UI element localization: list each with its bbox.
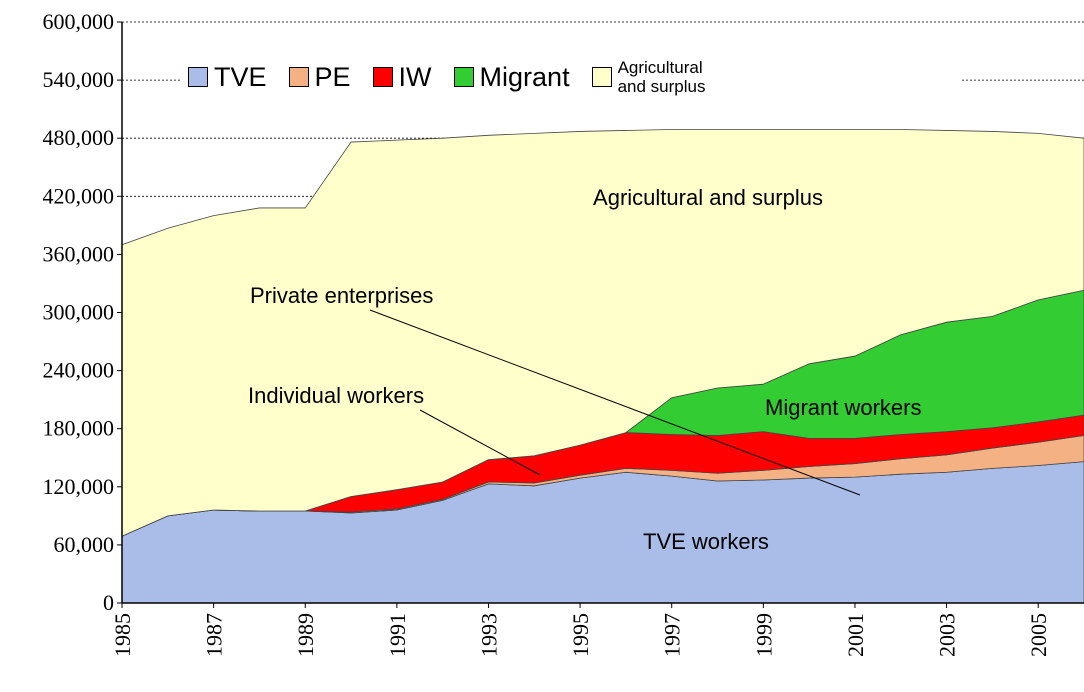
legend-swatch [591, 67, 612, 87]
legend-swatch [372, 67, 393, 87]
areas [121, 129, 1084, 604]
legend-swatch [188, 67, 208, 87]
legend-label: TVE [214, 61, 267, 92]
y-tick-label: 480,000 [43, 125, 115, 150]
x-tick-label: 2005 [1026, 613, 1051, 657]
annotation: Agricultural and surplus [593, 185, 823, 210]
legend-label: IW [398, 61, 432, 92]
legend-item: TVE [188, 62, 267, 93]
y-tick-label: 240,000 [43, 358, 115, 383]
y-tick-label: 360,000 [43, 241, 115, 266]
x-tick-label: 1997 [660, 613, 685, 657]
legend-item: Agricultural and surplus [591, 58, 728, 96]
x-tick-label: 2003 [935, 613, 960, 657]
annotation: Private enterprises [250, 283, 433, 308]
leader-line [419, 409, 541, 476]
y-tick-label: 60,000 [54, 532, 115, 557]
legend-swatch [288, 67, 309, 87]
annotation: TVE workers [643, 529, 769, 554]
legend-swatch [453, 67, 474, 87]
x-tick-label: 1991 [385, 613, 410, 657]
x-tick-label: 1987 [202, 613, 227, 657]
x-tick-label: 1985 [110, 613, 135, 657]
y-tick-label: 540,000 [43, 67, 115, 92]
legend-label: PE [314, 61, 351, 92]
x-tick-label: 1995 [568, 613, 593, 657]
legend-item: Migrant [453, 61, 570, 93]
y-tick-label: 300,000 [43, 300, 115, 325]
x-tick-label: 1989 [293, 613, 318, 657]
x-tick-label: 1999 [751, 613, 776, 657]
y-tick-label: 180,000 [43, 416, 115, 441]
legend-label: Migrant [479, 61, 570, 92]
area [121, 129, 1084, 537]
legend-label: Agricultural and surplus [617, 58, 706, 96]
x-tick-label: 2001 [843, 613, 868, 657]
annotation: Migrant workers [765, 395, 921, 420]
y-tick-label: 420,000 [43, 183, 115, 208]
legend: TVE PE IW Migrant Agricultural and surplus [180, 48, 960, 106]
leader-line [369, 309, 861, 496]
legend-item: IW [372, 61, 432, 93]
y-tick-label: 600,000 [43, 9, 115, 34]
y-tick-label: 0 [103, 590, 114, 615]
legend-item: PE [288, 61, 351, 93]
annotation: Individual workers [248, 383, 424, 408]
y-tick-label: 120,000 [43, 474, 115, 499]
x-tick-label: 1993 [476, 613, 501, 657]
axes: 0 60,000 120,000 180,000 240,000 300,000 360,0… [43, 9, 1084, 657]
